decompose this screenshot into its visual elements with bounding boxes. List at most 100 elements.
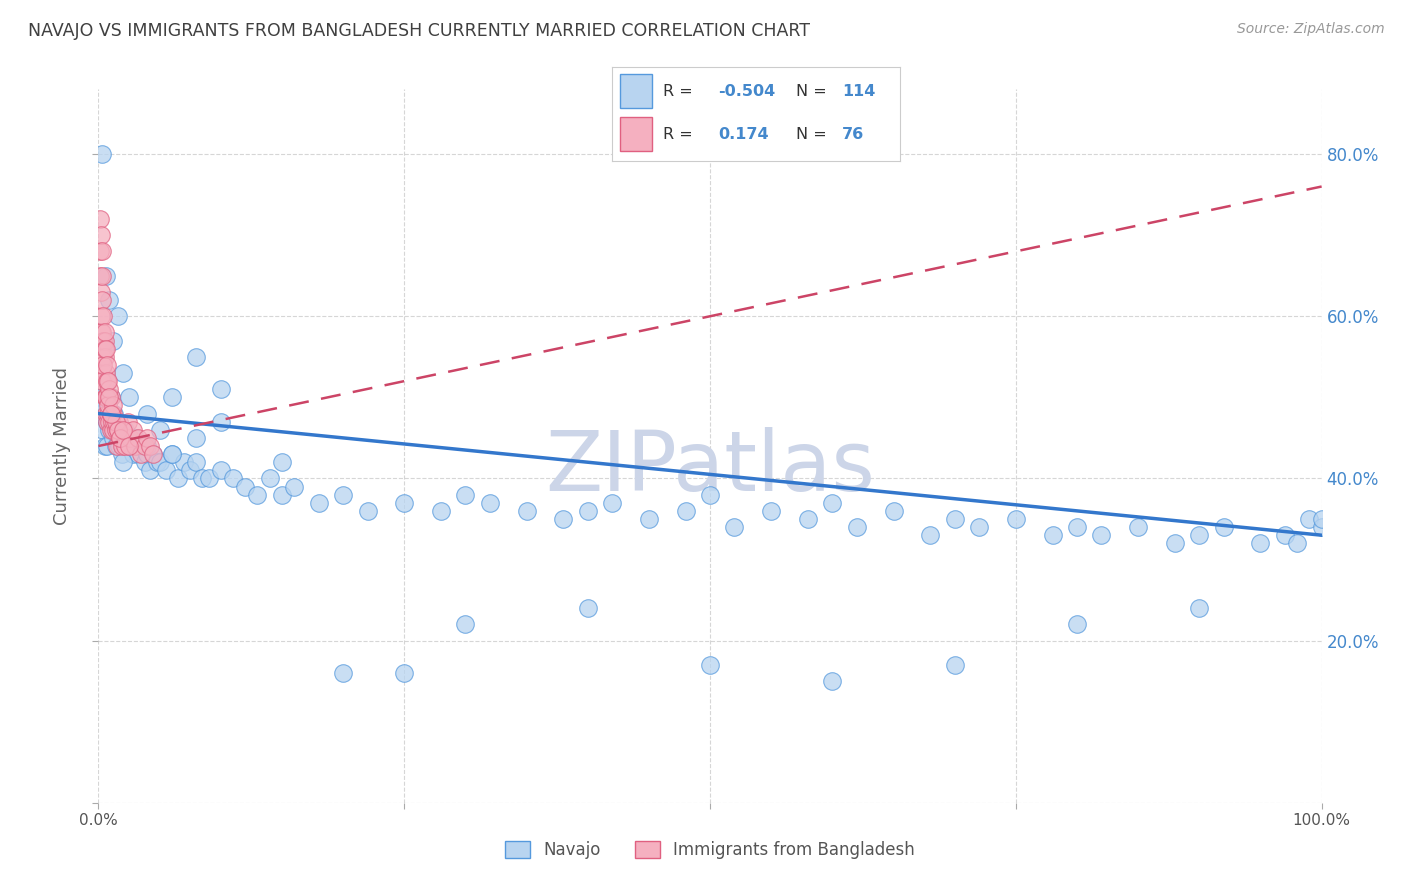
Point [246,488,269,502]
Point [91,326,114,340]
Point [91,350,114,364]
Point [103,415,125,429]
FancyBboxPatch shape [620,74,652,108]
Point [101,415,124,429]
Point [114,439,136,453]
Point [129,439,152,453]
Point [100,415,122,429]
Point [111,439,134,453]
Text: 0.174: 0.174 [718,127,769,142]
Point [96,415,118,429]
Point [1249,536,1271,550]
Point [96,439,118,453]
Point [90,310,112,324]
Point [97,374,120,388]
Point [98,390,121,404]
Point [160,447,183,461]
Point [118,439,141,453]
Point [89,268,111,283]
Point [117,431,139,445]
Point [209,463,232,477]
Point [93,342,115,356]
Point [1298,512,1320,526]
Point [97,407,120,421]
Point [96,358,118,372]
Point [356,504,378,518]
Point [111,447,134,461]
Point [920,528,942,542]
Point [967,520,990,534]
Point [553,512,575,526]
Text: Source: ZipAtlas.com: Source: ZipAtlas.com [1237,22,1385,37]
Point [103,407,125,421]
Point [110,431,132,445]
Point [98,390,121,404]
Legend: Navajo, Immigrants from Bangladesh: Navajo, Immigrants from Bangladesh [499,834,921,866]
Point [173,455,195,469]
Point [430,504,453,518]
Text: N =: N = [796,84,832,99]
Point [100,390,122,404]
Point [104,439,127,453]
Point [111,366,134,380]
Point [91,358,114,372]
Point [675,504,697,518]
Point [136,439,159,453]
Point [91,334,114,348]
Point [883,504,905,518]
Point [1164,536,1187,550]
Point [111,423,134,437]
Text: 114: 114 [842,84,876,99]
Point [478,496,501,510]
Text: ZIPatlas: ZIPatlas [546,427,875,508]
Point [89,244,111,259]
Point [142,447,165,461]
Point [124,439,146,453]
Point [209,382,232,396]
Point [91,268,114,283]
Point [283,479,305,493]
Point [821,674,844,689]
Point [101,334,124,348]
Point [101,407,124,421]
Point [129,447,152,461]
Point [1310,520,1333,534]
Point [392,496,416,510]
Point [110,431,132,445]
Text: N =: N = [796,127,832,142]
Point [114,423,136,437]
Point [1042,528,1064,542]
Point [98,415,121,429]
Point [94,407,117,421]
Point [101,423,124,437]
Point [98,293,121,307]
Point [149,423,172,437]
Point [943,512,966,526]
Point [97,407,120,421]
Point [797,512,820,526]
Point [723,520,745,534]
Point [98,423,121,437]
Point [90,228,112,243]
Point [94,366,117,380]
Point [93,350,115,364]
Point [124,439,146,453]
Point [270,488,294,502]
Point [233,479,256,493]
Point [94,390,117,404]
Point [392,666,416,681]
Point [94,342,117,356]
Point [222,471,245,485]
Point [167,471,190,485]
Point [638,512,661,526]
Point [120,439,142,453]
Point [699,488,721,502]
Point [107,423,129,437]
Point [94,390,117,404]
Point [120,431,142,445]
Point [100,407,122,421]
Point [186,455,208,469]
Point [121,447,143,461]
Text: R =: R = [664,127,699,142]
Point [111,423,134,437]
